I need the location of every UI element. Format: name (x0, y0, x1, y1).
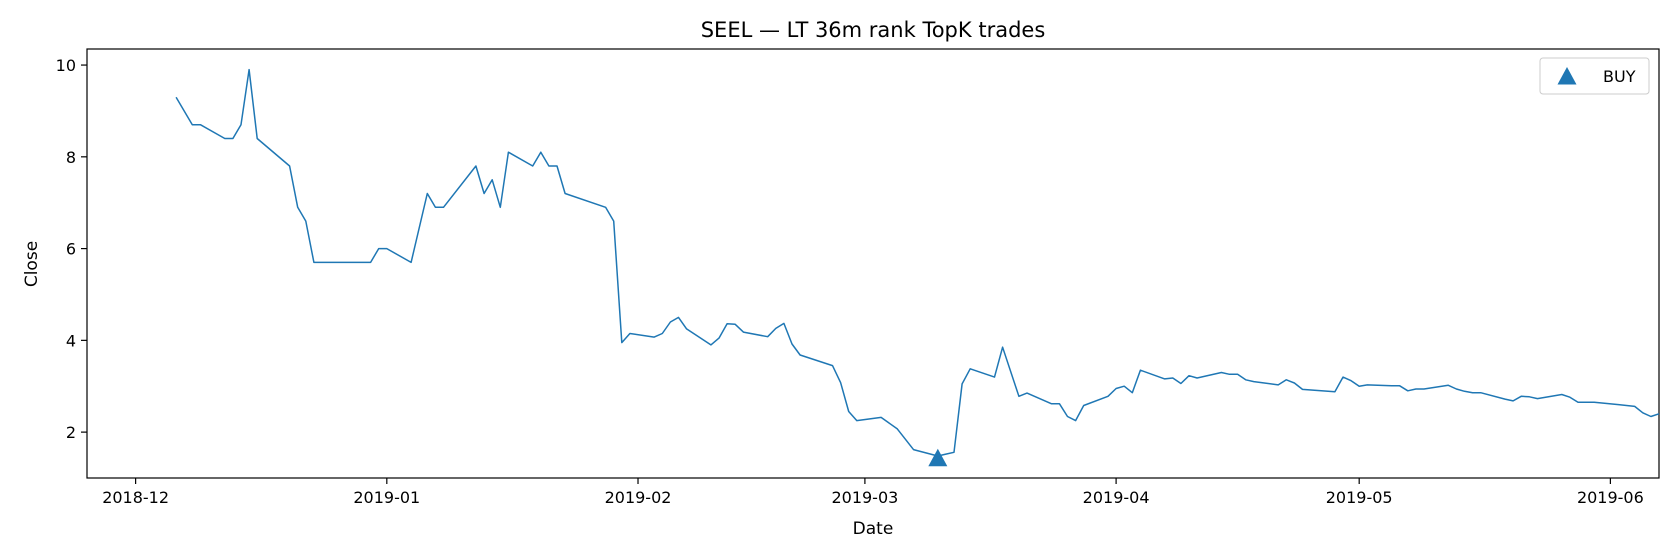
y-tick-label: 8 (66, 148, 76, 167)
legend-box (1539, 57, 1650, 95)
x-tick-label: 2019-06 (1577, 488, 1644, 507)
y-tick-label: 10 (56, 56, 76, 75)
x-tick-label: 2019-05 (1326, 488, 1393, 507)
y-tick-label: 4 (66, 331, 76, 350)
y-tick-label: 2 (66, 423, 76, 442)
x-tick-label: 2019-04 (1083, 488, 1150, 507)
x-tick-label: 2019-03 (831, 488, 898, 507)
x-axis: 2018-12 2019-01 2019-02 2019-03 2019-04 2019-… (102, 478, 1644, 507)
legend-buy-marker (1557, 67, 1577, 85)
y-axis-label: Close (22, 241, 42, 287)
y-axis: 2 4 6 8 10 (56, 56, 87, 442)
series-layer (175, 68, 1660, 457)
x-tick-label: 2019-02 (605, 488, 672, 507)
marker-layer (928, 448, 948, 467)
plot-frame (86, 48, 1660, 479)
y-tick-label: 6 (66, 240, 76, 259)
x-tick-label: 2019-01 (353, 488, 420, 507)
buy-marker (928, 448, 948, 467)
legend: BUY (1539, 57, 1650, 95)
chart-title: SEEL — LT 36m rank TopK trades (701, 18, 1046, 42)
x-tick-label: 2018-12 (102, 488, 169, 507)
x-axis-label: Date (853, 519, 894, 539)
legend-buy-label: BUY (1603, 67, 1636, 86)
close-price-line (175, 68, 1660, 457)
